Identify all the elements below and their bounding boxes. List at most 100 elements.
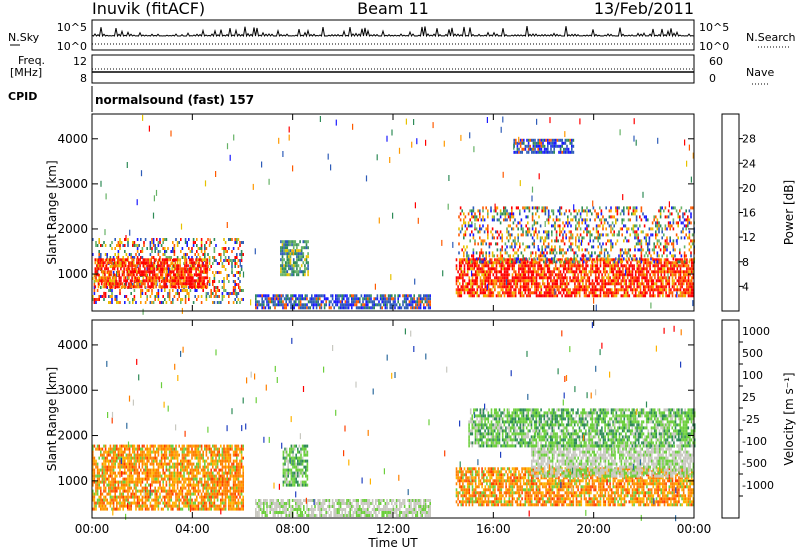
- power-cell: [164, 282, 167, 286]
- power-cell: [530, 258, 533, 262]
- velocity-cell: [104, 498, 107, 502]
- power-cell: [167, 256, 169, 259]
- power-cell: [538, 264, 541, 268]
- power-cell: [305, 243, 308, 247]
- power-cell: [384, 294, 387, 298]
- power-cell: [204, 267, 207, 271]
- power-cell: [274, 300, 276, 304]
- power-cell: [407, 294, 409, 298]
- power-cell: [567, 294, 570, 298]
- power-cell: [330, 300, 332, 304]
- power-cell: [542, 276, 544, 280]
- power-cell: [167, 292, 169, 295]
- velocity-cell: [109, 498, 112, 502]
- power-cell: [512, 215, 515, 219]
- power-cell: [562, 221, 564, 225]
- power-cell: [656, 254, 659, 258]
- power-cell: [188, 256, 190, 259]
- power-cell: [634, 224, 636, 228]
- power-cell: [158, 264, 161, 268]
- power-cell: [657, 279, 659, 283]
- power-cell: [577, 282, 579, 286]
- velocity-cell: [95, 480, 97, 484]
- power-cell: [490, 291, 493, 295]
- power-cell: [634, 270, 637, 274]
- power-cell: [176, 244, 179, 247]
- power-cell: [621, 218, 623, 222]
- power-cell: [564, 150, 567, 154]
- power-cell: [555, 233, 558, 237]
- velocity-cell: [120, 462, 123, 466]
- power-cell: [185, 258, 188, 262]
- power-cell: [286, 249, 289, 253]
- power-cell: [195, 258, 197, 262]
- power-cell: [537, 147, 539, 151]
- power-cell: [506, 276, 509, 280]
- power-cell: [272, 294, 275, 298]
- power-cell: [97, 267, 100, 271]
- power-cell: [642, 288, 645, 292]
- power-cell: [596, 282, 599, 286]
- power-cell: [687, 285, 690, 289]
- power-cell: [607, 239, 609, 243]
- power-cell: [569, 150, 571, 154]
- power-speckle: [142, 308, 144, 315]
- power-cell: [202, 253, 204, 256]
- power-cell: [610, 270, 613, 274]
- power-cell: [604, 285, 607, 289]
- power-cell: [536, 221, 539, 225]
- power-cell: [419, 297, 422, 301]
- power-cell: [614, 264, 616, 268]
- power-cell: [575, 267, 578, 271]
- power-cell: [300, 255, 303, 259]
- power-cell: [111, 298, 113, 301]
- power-cell: [495, 270, 498, 274]
- power-cell: [612, 291, 615, 295]
- power-cell: [545, 285, 547, 289]
- power-cell: [558, 270, 560, 274]
- power-cell: [626, 254, 628, 258]
- power-cell: [240, 250, 243, 253]
- power-cell: [525, 233, 527, 237]
- power-cell: [470, 264, 472, 268]
- power-cell: [568, 209, 571, 213]
- power-cell: [574, 279, 576, 283]
- power-cell: [623, 288, 626, 292]
- power-cell: [641, 276, 643, 280]
- power-cell: [638, 285, 640, 289]
- velocity-cell: [92, 450, 94, 454]
- power-cell: [571, 144, 573, 148]
- power-cell: [97, 279, 100, 283]
- power-cell: [309, 297, 311, 301]
- power-cell: [555, 144, 557, 148]
- power-cell: [419, 303, 422, 307]
- power-cell: [129, 261, 132, 265]
- power-cell: [677, 224, 679, 228]
- power-cell: [223, 265, 225, 268]
- power-speckle: [519, 180, 521, 187]
- power-cell: [548, 138, 551, 142]
- power-cell: [228, 238, 230, 241]
- velocity-cell: [109, 495, 112, 499]
- velocity-cell: [112, 483, 115, 487]
- power-cell: [153, 270, 156, 274]
- power-cell: [551, 291, 554, 295]
- power-cell: [185, 264, 188, 268]
- power-cell: [302, 270, 305, 274]
- power-cell: [169, 276, 172, 280]
- power-cell: [578, 224, 580, 228]
- power-cell: [645, 239, 647, 243]
- power-cell: [224, 256, 227, 259]
- power-cell: [110, 285, 113, 289]
- power-cell: [540, 270, 543, 274]
- velocity-cell: [109, 501, 112, 505]
- power-cell: [157, 250, 160, 253]
- power-cell: [688, 236, 691, 240]
- power-cell: [473, 294, 475, 298]
- power-cell: [684, 273, 687, 277]
- power-cell: [595, 212, 598, 216]
- power-cell: [594, 294, 597, 298]
- power-cell: [148, 264, 151, 268]
- power-cell: [498, 261, 501, 265]
- power-cell: [541, 254, 543, 258]
